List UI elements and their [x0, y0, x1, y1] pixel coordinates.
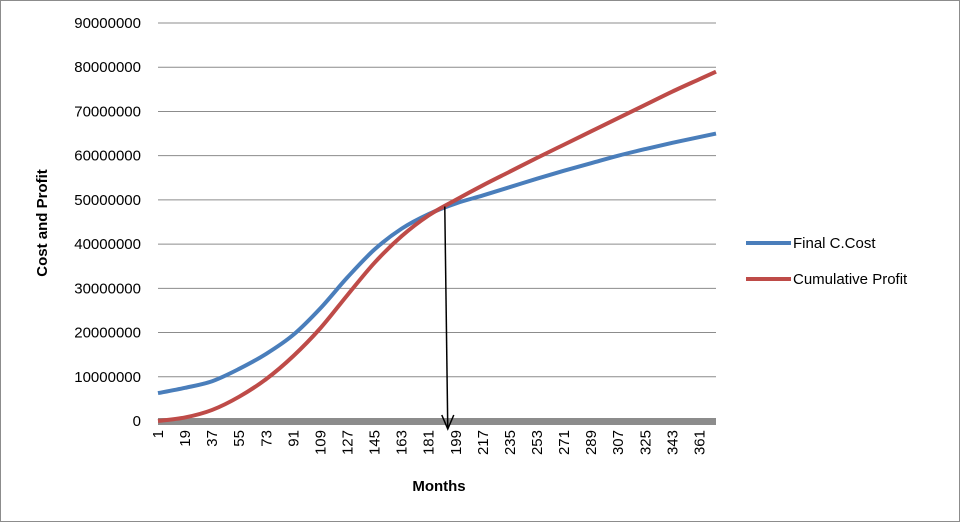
y-axis-tick-labels: 0 10000000 20000000 30000000 40000000 5000000… [74, 15, 141, 430]
annotation-arrow [441, 206, 455, 431]
legend-label-final-cost: Final C.Cost [793, 235, 876, 252]
x-tick-label: 73 [258, 430, 275, 447]
y-tick-label: 70000000 [74, 103, 141, 120]
y-axis-title: Cost and Profit [34, 169, 51, 277]
arrow-head [441, 414, 455, 431]
y-tick-label: 0 [133, 413, 141, 430]
y-tick-label: 90000000 [74, 15, 141, 32]
y-tick-label: 50000000 [74, 192, 141, 209]
x-tick-label: 163 [394, 430, 411, 455]
x-tick-label: 289 [583, 430, 600, 455]
y-tick-label: 10000000 [74, 369, 141, 386]
x-tick-label: 361 [691, 430, 708, 455]
x-tick-label: 343 [664, 430, 681, 455]
x-tick-label: 91 [285, 430, 302, 447]
x-axis-line [158, 418, 716, 425]
x-tick-label: 109 [312, 430, 329, 455]
x-axis-title: Months [412, 478, 465, 495]
series-line-final-cost [157, 131, 717, 396]
gridlines [158, 22, 716, 378]
series-lines [157, 69, 717, 423]
x-tick-label: 271 [556, 430, 573, 455]
x-tick-label: 181 [421, 430, 438, 455]
y-tick-label: 60000000 [74, 148, 141, 165]
legend-label-cumulative-profit: Cumulative Profit [793, 271, 908, 288]
x-tick-label: 217 [475, 430, 492, 455]
y-tick-label: 80000000 [74, 59, 141, 76]
series-line-cumulative-profit [157, 69, 717, 423]
legend: Final C.Cost Cumulative Profit [746, 235, 908, 288]
x-tick-label: 19 [177, 430, 194, 447]
x-tick-label: 253 [529, 430, 546, 455]
x-tick-label: 127 [340, 430, 357, 455]
x-tick-label: 235 [502, 430, 519, 455]
x-tick-label: 307 [610, 430, 627, 455]
x-tick-label: 199 [448, 430, 465, 455]
x-tick-label: 55 [231, 430, 248, 447]
x-axis-tick-labels: 1 19 37 55 73 91 109 127 145 163 181 199 217 235 253 27… [150, 430, 708, 455]
arrow-shaft [444, 206, 449, 430]
y-tick-label: 40000000 [74, 236, 141, 253]
x-tick-label: 145 [367, 430, 384, 455]
x-tick-label: 1 [150, 430, 167, 438]
y-tick-label: 30000000 [74, 280, 141, 297]
x-tick-label: 37 [204, 430, 221, 447]
x-tick-label: 325 [637, 430, 654, 455]
y-tick-label: 20000000 [74, 325, 141, 342]
